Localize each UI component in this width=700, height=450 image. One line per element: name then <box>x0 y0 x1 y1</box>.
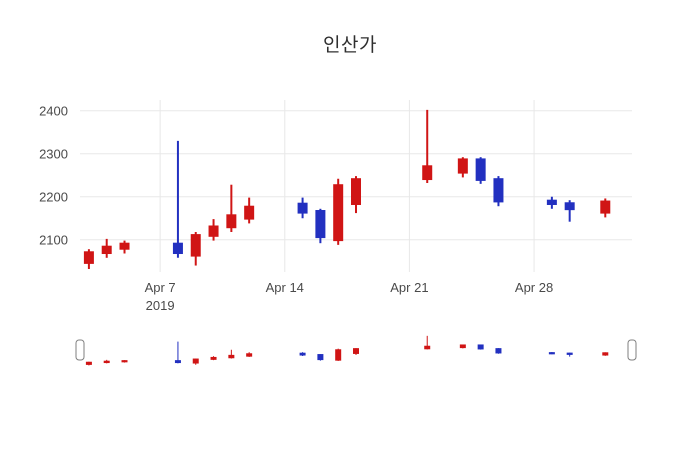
candle-body[interactable] <box>83 251 94 264</box>
candle-body[interactable] <box>101 245 112 255</box>
candle-body <box>602 352 609 356</box>
candles[interactable] <box>83 109 611 269</box>
candle-body[interactable] <box>422 165 433 181</box>
candle-body[interactable] <box>564 202 575 211</box>
candle-body[interactable] <box>297 202 308 214</box>
candle-body[interactable] <box>475 158 486 181</box>
candle-body[interactable] <box>315 210 326 239</box>
y-tick-label: 2300 <box>39 146 68 161</box>
candle-body[interactable] <box>493 178 504 203</box>
candle-body <box>353 348 359 354</box>
candle-body <box>335 349 342 361</box>
candle-body <box>228 354 235 359</box>
x-tick-label: Apr 7 <box>145 280 176 295</box>
x-axis-labels: Apr 7 2019 Apr 14 Apr 21 Apr 28 <box>145 280 554 313</box>
candle-body <box>246 353 253 357</box>
candle-body <box>85 361 92 365</box>
candle-body[interactable] <box>333 184 344 242</box>
candle-body[interactable] <box>226 214 237 229</box>
candle-body <box>548 352 555 355</box>
candle-body[interactable] <box>119 242 130 250</box>
candle-body <box>459 344 466 349</box>
candle-body <box>317 354 324 361</box>
x-tick-label: Apr 21 <box>390 280 428 295</box>
x-tick-label: Apr 14 <box>266 280 304 295</box>
candle-body[interactable] <box>190 234 201 257</box>
candle-body <box>566 352 573 355</box>
x-tick-sublabel: 2019 <box>146 298 175 313</box>
y-tick-label: 2400 <box>39 103 68 118</box>
y-axis-labels: 2100 2200 2300 2400 <box>39 103 68 247</box>
candle-body <box>477 344 484 350</box>
candle-body <box>174 360 181 364</box>
x-tick-label: Apr 28 <box>515 280 553 295</box>
candle-body <box>424 345 431 350</box>
candle-body <box>121 360 128 363</box>
rangeslider-handle-right[interactable] <box>627 339 637 361</box>
candle-body[interactable] <box>546 199 557 205</box>
candle-body[interactable] <box>172 242 183 255</box>
candle-body <box>192 358 199 364</box>
rangeslider-candles <box>85 335 609 366</box>
rangeslider-handle-left[interactable] <box>75 339 85 361</box>
candle-body[interactable] <box>244 205 255 220</box>
candle-body[interactable] <box>208 225 219 237</box>
candle-body <box>103 360 110 364</box>
candle-body <box>299 352 306 356</box>
candle-body <box>210 356 217 360</box>
y-tick-label: 2100 <box>39 232 68 247</box>
candle-body[interactable] <box>351 178 361 205</box>
candle-body[interactable] <box>600 200 611 214</box>
candle-body <box>495 348 502 354</box>
chart-title: 인산가 <box>323 35 377 56</box>
candle-body[interactable] <box>457 158 468 174</box>
y-tick-label: 2200 <box>39 189 68 204</box>
